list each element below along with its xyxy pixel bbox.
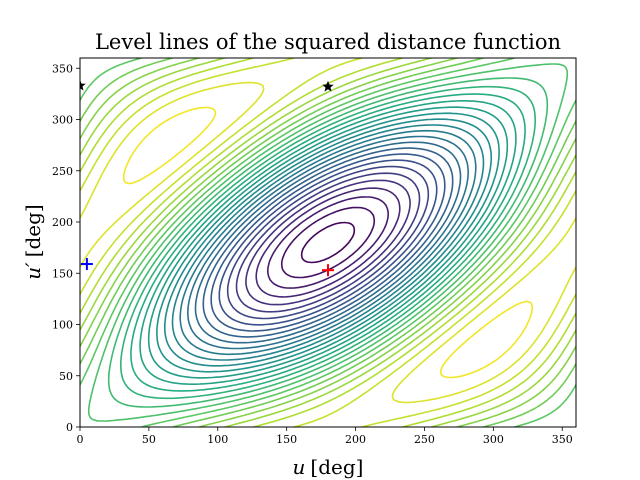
- x-tick-label: 350: [552, 433, 573, 446]
- contour-level: [226, 165, 430, 320]
- plus-marker: [80, 258, 93, 271]
- star-marker: [80, 79, 86, 91]
- contour-level: [187, 135, 469, 350]
- y-tick-label: 0: [66, 421, 73, 434]
- y-axis-variable: u′: [21, 262, 45, 280]
- contour-lines: [80, 58, 576, 427]
- y-tick-label: 250: [52, 165, 73, 178]
- contour-level: [147, 106, 509, 379]
- contour-level: [87, 63, 569, 422]
- contour-level: [179, 129, 477, 356]
- y-tick-label: 200: [52, 216, 73, 229]
- y-tick-label: 350: [52, 62, 73, 75]
- contour-level: [245, 179, 411, 306]
- contour-level: [80, 58, 576, 427]
- contour-level: [255, 187, 401, 298]
- contour-level: [218, 159, 438, 326]
- contour-level: [164, 118, 492, 367]
- x-axis-unit: [deg]: [310, 455, 363, 479]
- contour-level: [300, 221, 356, 264]
- contour-level: [80, 58, 576, 427]
- x-tick-label: 300: [483, 433, 504, 446]
- plus-marker: [322, 264, 334, 277]
- x-tick-label: 200: [345, 433, 366, 446]
- contour-level: [267, 196, 389, 289]
- contour-level: [280, 206, 376, 279]
- contour-level: [80, 58, 576, 427]
- x-axis-ticks: 0 50 100 150 200 250 300 350: [77, 427, 573, 446]
- x-tick-label: 100: [207, 433, 228, 446]
- x-axis-label: u [deg]: [293, 455, 364, 479]
- x-tick-label: 250: [414, 433, 435, 446]
- contour-level: [202, 147, 454, 338]
- y-tick-label: 100: [52, 319, 73, 332]
- contour-level: [139, 100, 517, 385]
- contour-level: [80, 58, 576, 427]
- contour-level: [122, 106, 534, 379]
- contour-level: [171, 124, 485, 361]
- plot-frame: [79, 57, 577, 428]
- contour-level: [194, 141, 462, 344]
- contour-level: [80, 58, 576, 427]
- y-tick-label: 50: [59, 370, 73, 383]
- contour-level: [107, 77, 549, 408]
- y-axis-ticks: 0 50 100 150 200 250 300 350: [52, 62, 80, 434]
- contour-level: [210, 153, 446, 332]
- markers: [80, 79, 334, 277]
- x-tick-label: 0: [77, 433, 84, 446]
- x-axis-variable: u: [293, 455, 306, 479]
- contour-level: [130, 93, 526, 392]
- contour-level: [120, 85, 536, 400]
- y-axis-unit: [deg]: [21, 204, 45, 257]
- y-tick-label: 300: [52, 114, 73, 127]
- contour-level: [156, 112, 500, 373]
- x-tick-label: 50: [142, 433, 156, 446]
- contour-level: [235, 172, 421, 313]
- y-tick-label: 150: [52, 267, 73, 280]
- star-marker: [322, 80, 334, 92]
- contour-level: [80, 81, 576, 404]
- y-axis-label: u′ [deg]: [21, 204, 45, 279]
- x-tick-label: 150: [276, 433, 297, 446]
- contour-level: [80, 58, 576, 427]
- chart-title: Level lines of the squared distance func…: [95, 30, 561, 54]
